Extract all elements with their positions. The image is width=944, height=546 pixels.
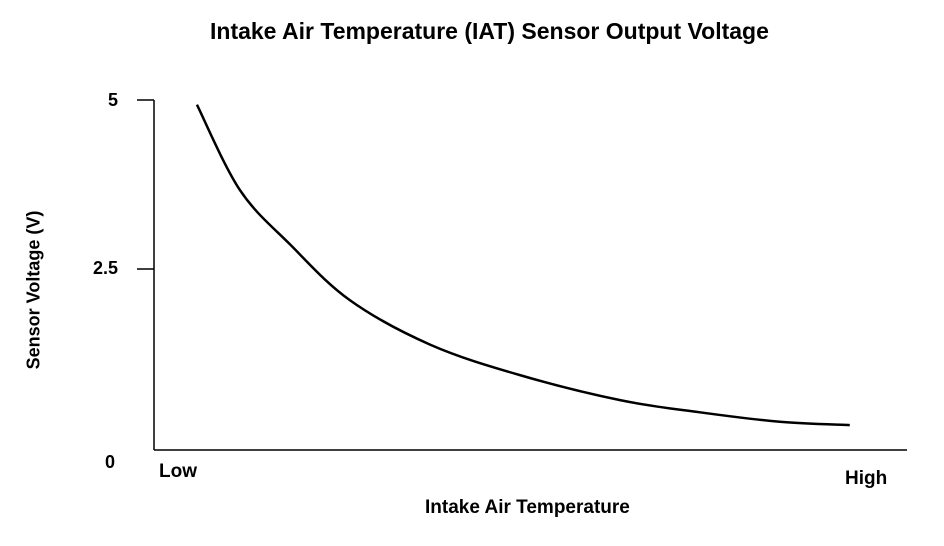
y-tick-label: 2.5 <box>92 258 118 278</box>
x-tick-label-low: Low <box>159 461 197 482</box>
chart-title: Intake Air Temperature (IAT) Sensor Outp… <box>210 18 769 44</box>
x-tick-label-high: High <box>845 468 888 489</box>
y-tick-label: 5 <box>107 90 118 110</box>
y-axis-label: Sensor Voltage (V) <box>23 210 44 370</box>
series-line <box>195 104 850 427</box>
y-tick-label: 0 <box>104 452 115 472</box>
x-axis-label: Intake Air Temperature <box>425 497 630 518</box>
